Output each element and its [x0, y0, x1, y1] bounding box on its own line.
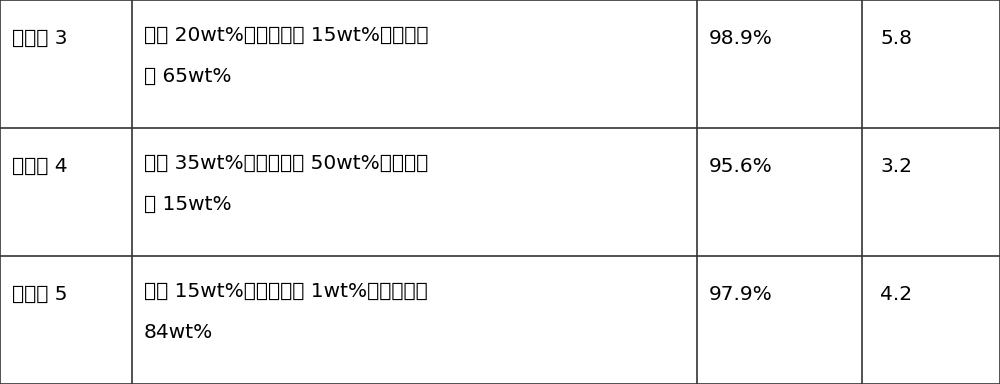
Text: 84wt%: 84wt%	[144, 323, 213, 342]
Text: 确粉 15wt%，碳化屁粉 1wt%，碳化硅粉: 确粉 15wt%，碳化屁粉 1wt%，碳化硅粉	[144, 282, 428, 301]
Text: 确粉 35wt%，碳化屁粉 50wt%，碳化硅: 确粉 35wt%，碳化屁粉 50wt%，碳化硅	[144, 154, 428, 173]
Text: 3.2: 3.2	[880, 157, 912, 176]
Text: 5.8: 5.8	[880, 29, 912, 48]
Text: 实施例 5: 实施例 5	[12, 285, 68, 304]
Text: 实施例 3: 实施例 3	[12, 29, 68, 48]
Text: 4.2: 4.2	[880, 285, 912, 304]
Text: 实施例 4: 实施例 4	[12, 157, 68, 176]
Text: 98.9%: 98.9%	[709, 29, 773, 48]
Text: 确粉 20wt%，碳化屁粉 15wt%，碳化硅: 确粉 20wt%，碳化屁粉 15wt%，碳化硅	[144, 26, 428, 45]
Text: 95.6%: 95.6%	[709, 157, 773, 176]
Text: 97.9%: 97.9%	[709, 285, 773, 304]
Text: 粉 65wt%: 粉 65wt%	[144, 67, 232, 86]
Text: 粉 15wt%: 粉 15wt%	[144, 195, 232, 214]
